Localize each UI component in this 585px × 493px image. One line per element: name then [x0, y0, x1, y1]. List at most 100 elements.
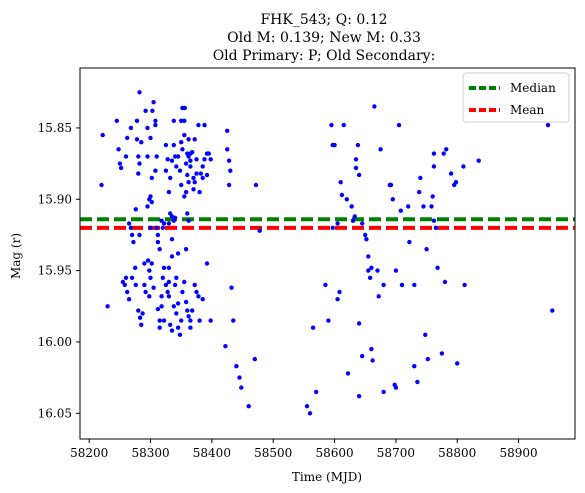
data-point	[200, 175, 205, 181]
x-tick-label: 58900	[499, 446, 537, 460]
data-point	[448, 171, 454, 176]
data-point	[174, 275, 179, 280]
data-point	[149, 175, 154, 181]
data-point	[142, 261, 147, 266]
data-point	[155, 306, 161, 312]
data-point	[407, 239, 412, 245]
data-point	[185, 308, 190, 313]
data-point	[417, 189, 422, 195]
data-point	[185, 151, 190, 156]
data-point	[163, 168, 169, 173]
data-point	[175, 325, 181, 330]
data-point	[154, 225, 159, 230]
data-point	[182, 118, 187, 124]
data-point	[143, 108, 148, 114]
data-point	[330, 225, 335, 230]
data-point	[225, 147, 230, 152]
data-point	[202, 157, 207, 162]
data-point	[453, 180, 459, 185]
data-point	[153, 168, 158, 173]
data-point	[149, 199, 154, 205]
data-point	[381, 389, 386, 395]
data-point	[425, 356, 430, 362]
data-point	[239, 385, 244, 390]
y-tick-label: 16.00	[38, 335, 72, 349]
data-point	[545, 122, 551, 128]
data-point	[190, 150, 195, 155]
data-point	[423, 332, 428, 337]
data-point	[151, 100, 156, 105]
data-point	[190, 308, 195, 313]
data-point	[253, 182, 259, 188]
data-point	[476, 158, 481, 163]
data-point	[140, 311, 145, 316]
data-point	[246, 404, 251, 409]
data-point	[455, 361, 460, 366]
data-point	[429, 204, 434, 209]
data-point	[369, 265, 374, 270]
data-point	[338, 180, 343, 185]
data-point	[234, 364, 239, 369]
data-point	[326, 318, 331, 323]
data-point	[147, 294, 152, 299]
data-point	[356, 172, 362, 178]
data-point	[192, 282, 197, 288]
data-point	[188, 325, 193, 330]
data-point	[149, 261, 154, 266]
data-point	[412, 364, 417, 369]
data-point	[151, 285, 156, 290]
data-point	[183, 161, 189, 166]
data-point	[128, 225, 134, 230]
data-point	[376, 294, 381, 299]
data-point	[179, 318, 184, 323]
data-point	[461, 164, 466, 169]
data-point	[332, 142, 337, 148]
data-point	[180, 289, 185, 295]
data-point	[148, 194, 153, 199]
data-point	[186, 314, 191, 319]
y-tick-label: 15.95	[38, 264, 72, 278]
data-point	[105, 304, 110, 309]
data-point	[179, 118, 184, 124]
data-point	[226, 182, 232, 188]
data-point	[183, 189, 189, 195]
legend-mean-label: Mean	[510, 103, 545, 117]
data-point	[341, 122, 346, 128]
title-line-3: Old Primary: P; Old Secondary:	[213, 48, 436, 64]
data-point	[125, 289, 130, 295]
data-point	[159, 294, 164, 299]
data-point	[257, 228, 262, 233]
data-point	[117, 161, 123, 166]
data-point	[360, 354, 365, 359]
data-point	[406, 204, 411, 209]
y-axis-ticks: 15.85 15.90 15.95 16.00 16.05	[38, 121, 80, 420]
data-point	[131, 239, 136, 245]
data-point	[183, 247, 189, 252]
data-point	[177, 332, 183, 337]
data-point	[136, 154, 141, 159]
data-point	[323, 282, 328, 288]
data-point	[180, 147, 185, 152]
data-point	[441, 151, 446, 156]
data-point	[381, 282, 386, 288]
data-point	[166, 294, 172, 299]
data-point	[186, 137, 191, 142]
data-point	[137, 90, 142, 95]
data-point	[168, 175, 173, 181]
data-point	[155, 232, 161, 238]
data-point	[435, 265, 440, 270]
data-point	[174, 164, 179, 169]
data-point	[444, 147, 449, 152]
data-point	[129, 232, 135, 238]
data-point	[337, 289, 342, 295]
data-point	[118, 165, 124, 171]
data-point	[223, 344, 228, 349]
data-point	[166, 279, 172, 285]
x-tick-label: 58200	[70, 446, 108, 460]
data-point	[134, 118, 140, 124]
data-point	[116, 147, 121, 152]
data-point	[198, 171, 203, 176]
data-point	[188, 318, 193, 323]
data-point	[329, 122, 334, 128]
data-point	[157, 247, 162, 252]
